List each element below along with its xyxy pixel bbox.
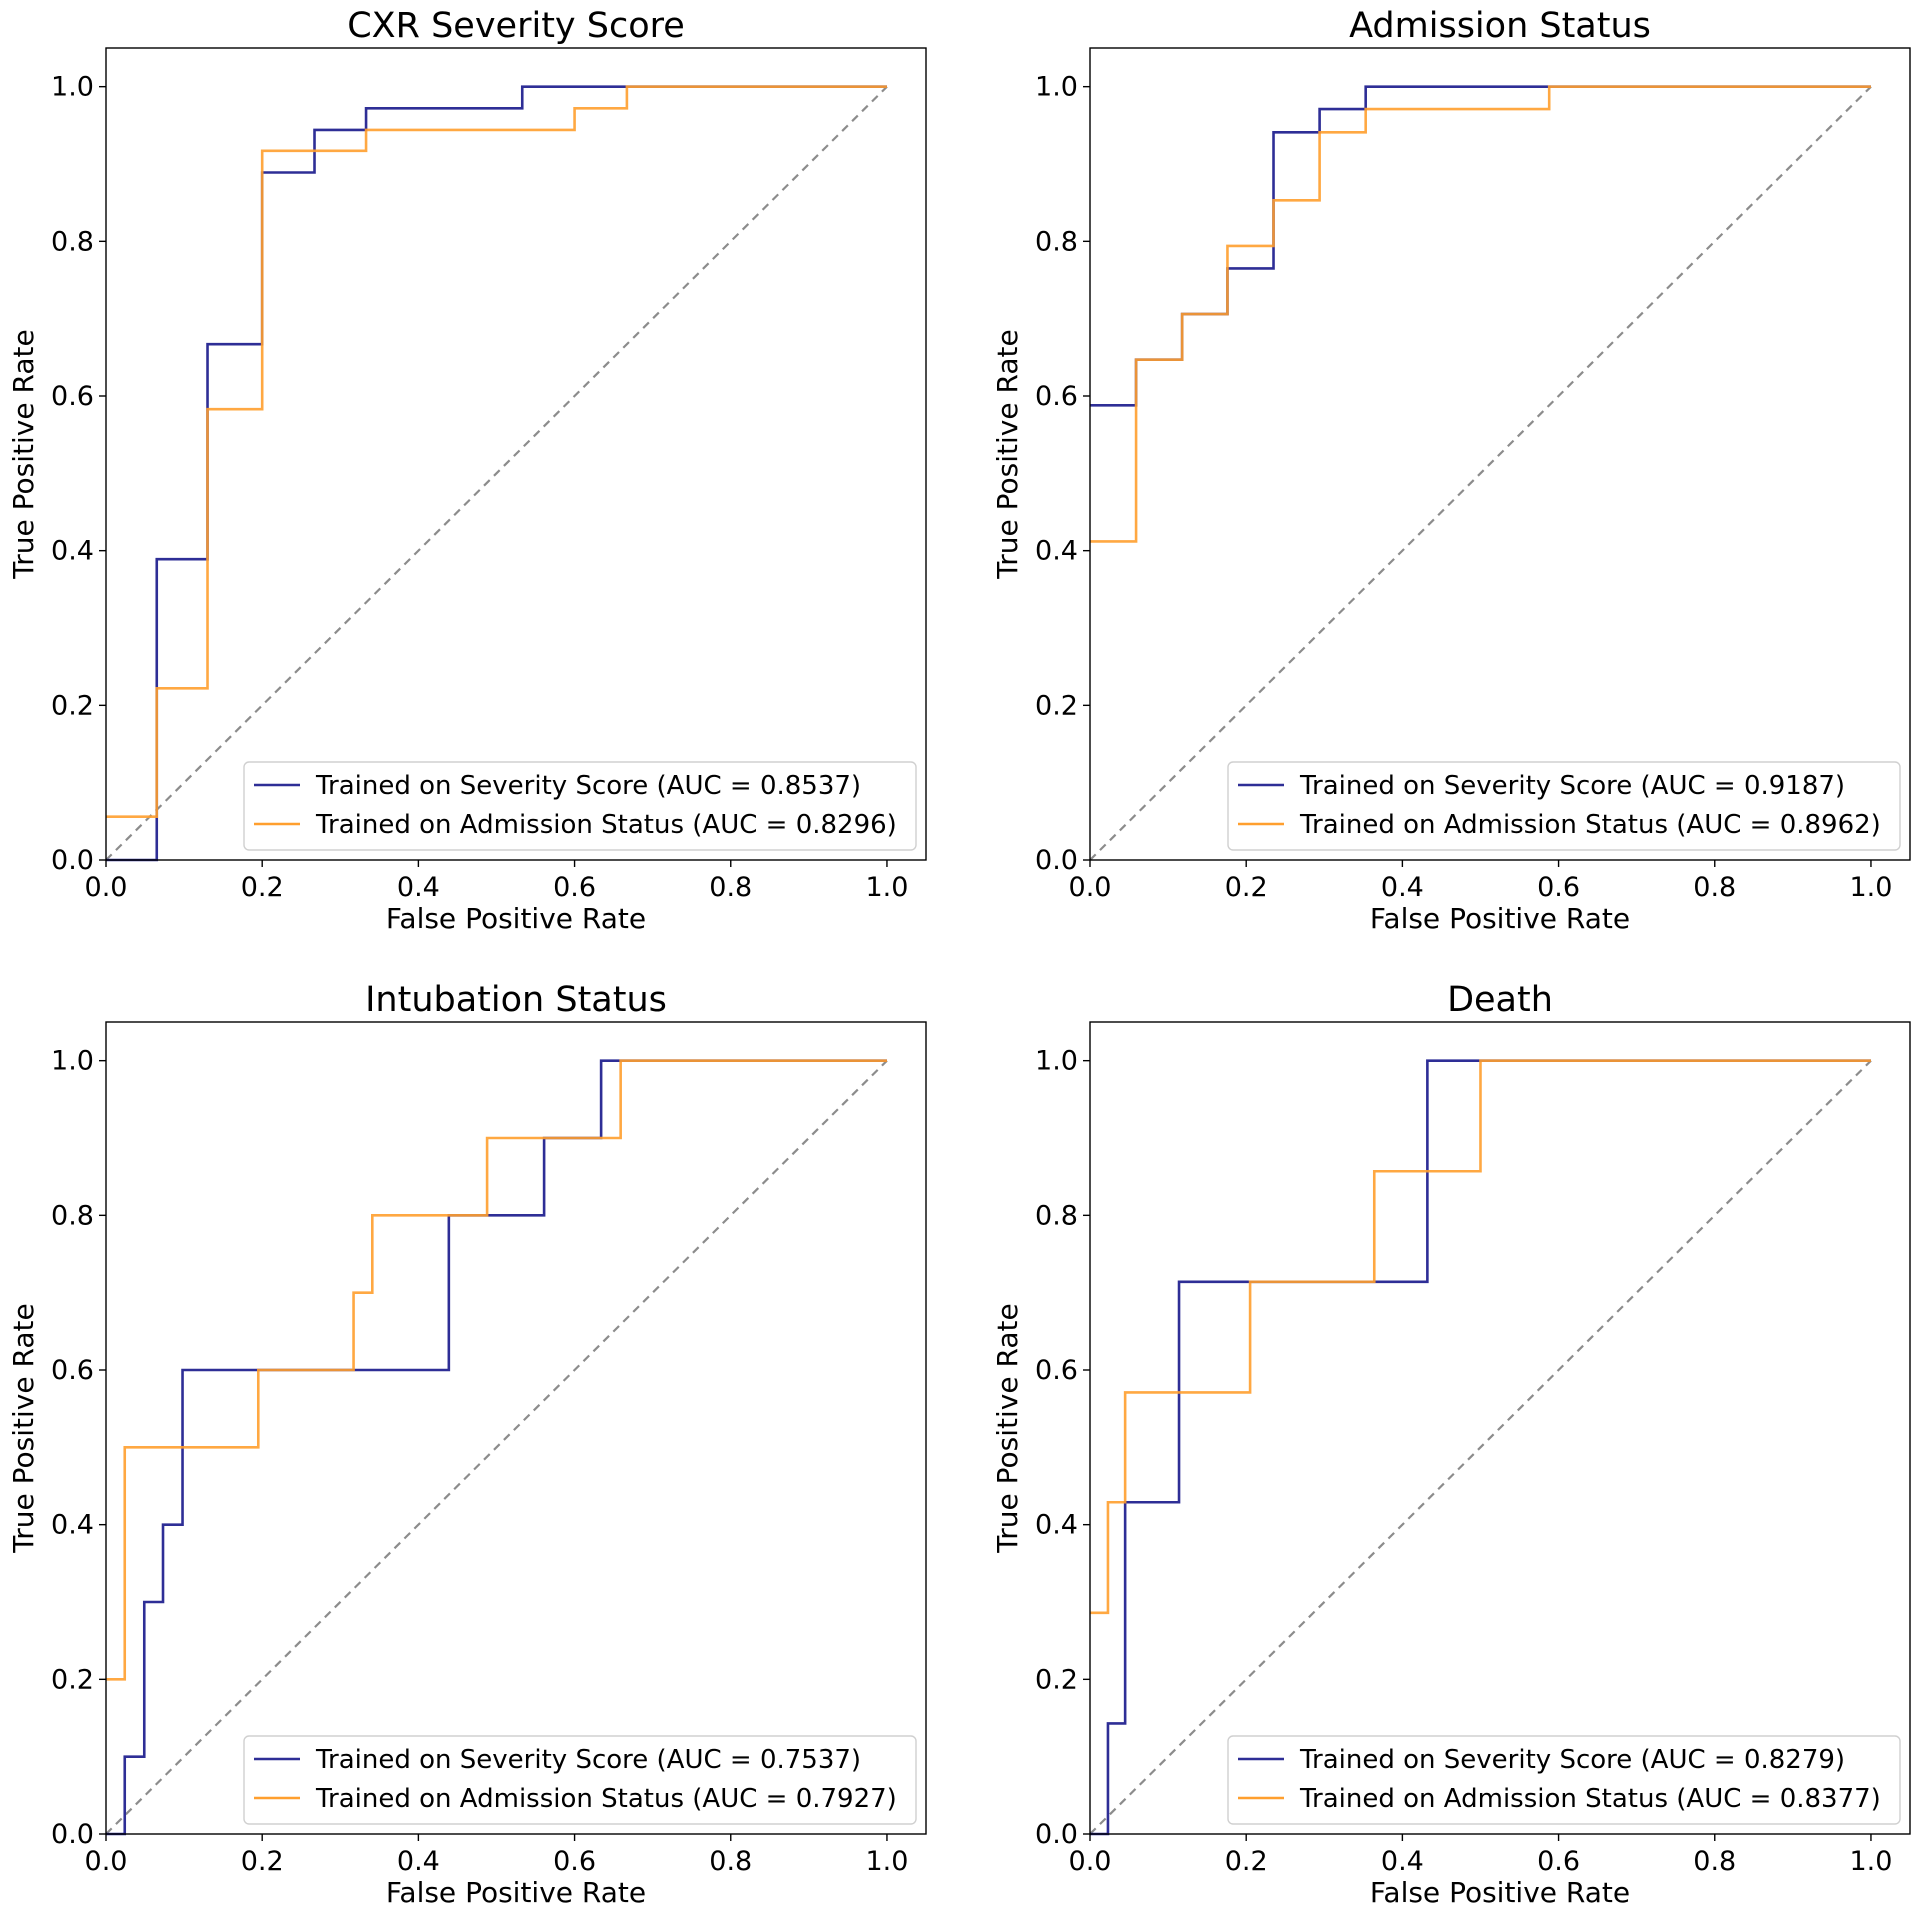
x-tick-label: 1.0 (1849, 872, 1892, 903)
x-tick-label: 0.4 (1381, 872, 1424, 903)
x-tick-label: 0.6 (1537, 872, 1580, 903)
legend-label: Trained on Severity Score (AUC = 0.8279) (1299, 1745, 1845, 1775)
legend-box (1227, 761, 1901, 851)
x-tick-label: 1.0 (865, 1846, 908, 1877)
legend-box (243, 1735, 917, 1825)
y-tick-label: 0.4 (51, 536, 94, 567)
y-tick-label: 0.0 (51, 845, 94, 876)
x-axis-label: False Positive Rate (386, 1876, 646, 1909)
legend: Trained on Severity Score (AUC = 0.7537)… (243, 1735, 917, 1825)
x-tick-label: 0.6 (553, 1846, 596, 1877)
legend-box (1227, 1735, 1901, 1825)
x-tick-label: 0.4 (1381, 1846, 1424, 1877)
legend-label: Trained on Admission Status (AUC = 0.837… (1299, 1784, 1881, 1814)
chance-diagonal (105, 85, 888, 861)
x-tick-label: 1.0 (865, 872, 908, 903)
x-tick-label: 0.6 (1537, 1846, 1580, 1877)
axes-frame (105, 47, 927, 861)
y-tick-label: 0.4 (51, 1510, 94, 1541)
severity-roc-line (106, 85, 887, 862)
admission-roc-line (1090, 85, 1871, 543)
x-tick-label: 0.2 (241, 1846, 284, 1877)
legend-label: Trained on Admission Status (AUC = 0.896… (1299, 810, 1881, 840)
x-tick-label: 0.8 (709, 872, 752, 903)
legend: Trained on Severity Score (AUC = 0.8537)… (243, 761, 917, 851)
x-tick-label: 0.2 (1225, 1846, 1268, 1877)
x-tick-label: 0.6 (553, 872, 596, 903)
panel-death: Death False Positive Rate True Positive … (991, 980, 1911, 1909)
y-tick-label: 0.0 (51, 1819, 94, 1850)
x-tick-label: 0.8 (1693, 1846, 1736, 1877)
admission-roc-line (1090, 1059, 1871, 1615)
x-tick-label: 0.4 (397, 1846, 440, 1877)
x-tick-label: 0.4 (397, 872, 440, 903)
x-tick-label: 0.0 (85, 1846, 128, 1877)
y-tick-label: 0.6 (1035, 381, 1078, 412)
admission-roc-line (106, 85, 887, 818)
y-tick-label: 0.8 (51, 1200, 94, 1231)
y-tick-label: 0.2 (1035, 690, 1078, 721)
panel-title: Death (1447, 980, 1553, 1020)
axes-frame (1089, 47, 1911, 861)
legend: Trained on Severity Score (AUC = 0.8279)… (1227, 1735, 1901, 1825)
x-axis-label: False Positive Rate (386, 902, 646, 935)
legend-box (243, 761, 917, 851)
y-axis-label: True Positive Rate (991, 329, 1024, 579)
chance-diagonal (1089, 1059, 1872, 1835)
y-tick-label: 0.2 (1035, 1664, 1078, 1695)
y-axis-label: True Positive Rate (991, 1303, 1024, 1553)
y-axis-label: True Positive Rate (7, 1303, 40, 1553)
axes-frame (1089, 1021, 1911, 1835)
y-tick-label: 0.2 (51, 1664, 94, 1695)
legend: Trained on Severity Score (AUC = 0.9187)… (1227, 761, 1901, 851)
legend-label: Trained on Admission Status (AUC = 0.829… (315, 810, 897, 840)
y-tick-label: 0.6 (1035, 1355, 1078, 1386)
panel-intubation-status: Intubation Status False Positive Rate Tr… (7, 980, 927, 1909)
y-tick-label: 0.8 (1035, 226, 1078, 257)
chance-diagonal (105, 1059, 888, 1835)
legend-label: Trained on Severity Score (AUC = 0.8537) (315, 771, 861, 801)
x-axis-label: False Positive Rate (1370, 902, 1630, 935)
legend-label: Trained on Severity Score (AUC = 0.9187) (1299, 771, 1845, 801)
y-tick-label: 0.4 (1035, 536, 1078, 567)
y-tick-label: 1.0 (1035, 72, 1078, 103)
y-tick-label: 0.0 (1035, 1819, 1078, 1850)
x-tick-label: 0.0 (85, 872, 128, 903)
x-axis-label: False Positive Rate (1370, 1876, 1630, 1909)
x-tick-label: 0.0 (1069, 1846, 1112, 1877)
x-tick-label: 0.2 (241, 872, 284, 903)
panel-cxr-severity-score: CXR Severity Score False Positive Rate T… (7, 6, 927, 935)
y-tick-label: 0.4 (1035, 1510, 1078, 1541)
x-tick-label: 0.2 (1225, 872, 1268, 903)
axes-frame (105, 1021, 927, 1835)
legend-label: Trained on Severity Score (AUC = 0.7537) (315, 1745, 861, 1775)
y-tick-label: 1.0 (51, 1046, 94, 1077)
x-tick-label: 0.8 (1693, 872, 1736, 903)
x-tick-label: 1.0 (1849, 1846, 1892, 1877)
panel-title: Admission Status (1349, 6, 1651, 46)
x-tick-label: 0.8 (709, 1846, 752, 1877)
y-tick-label: 0.2 (51, 690, 94, 721)
admission-roc-line (106, 1059, 887, 1681)
panel-title: Intubation Status (365, 980, 667, 1020)
y-axis-label: True Positive Rate (7, 329, 40, 579)
panel-title: CXR Severity Score (347, 6, 685, 46)
y-tick-label: 0.8 (51, 226, 94, 257)
x-tick-label: 0.0 (1069, 872, 1112, 903)
severity-roc-line (1090, 85, 1871, 407)
y-tick-label: 1.0 (51, 72, 94, 103)
y-tick-label: 1.0 (1035, 1046, 1078, 1077)
panel-admission-status: Admission Status False Positive Rate Tru… (991, 6, 1911, 935)
legend-label: Trained on Admission Status (AUC = 0.792… (315, 1784, 897, 1814)
y-tick-label: 0.0 (1035, 845, 1078, 876)
y-tick-label: 0.6 (51, 381, 94, 412)
chance-diagonal (1089, 85, 1872, 861)
y-tick-label: 0.8 (1035, 1200, 1078, 1231)
y-tick-label: 0.6 (51, 1355, 94, 1386)
